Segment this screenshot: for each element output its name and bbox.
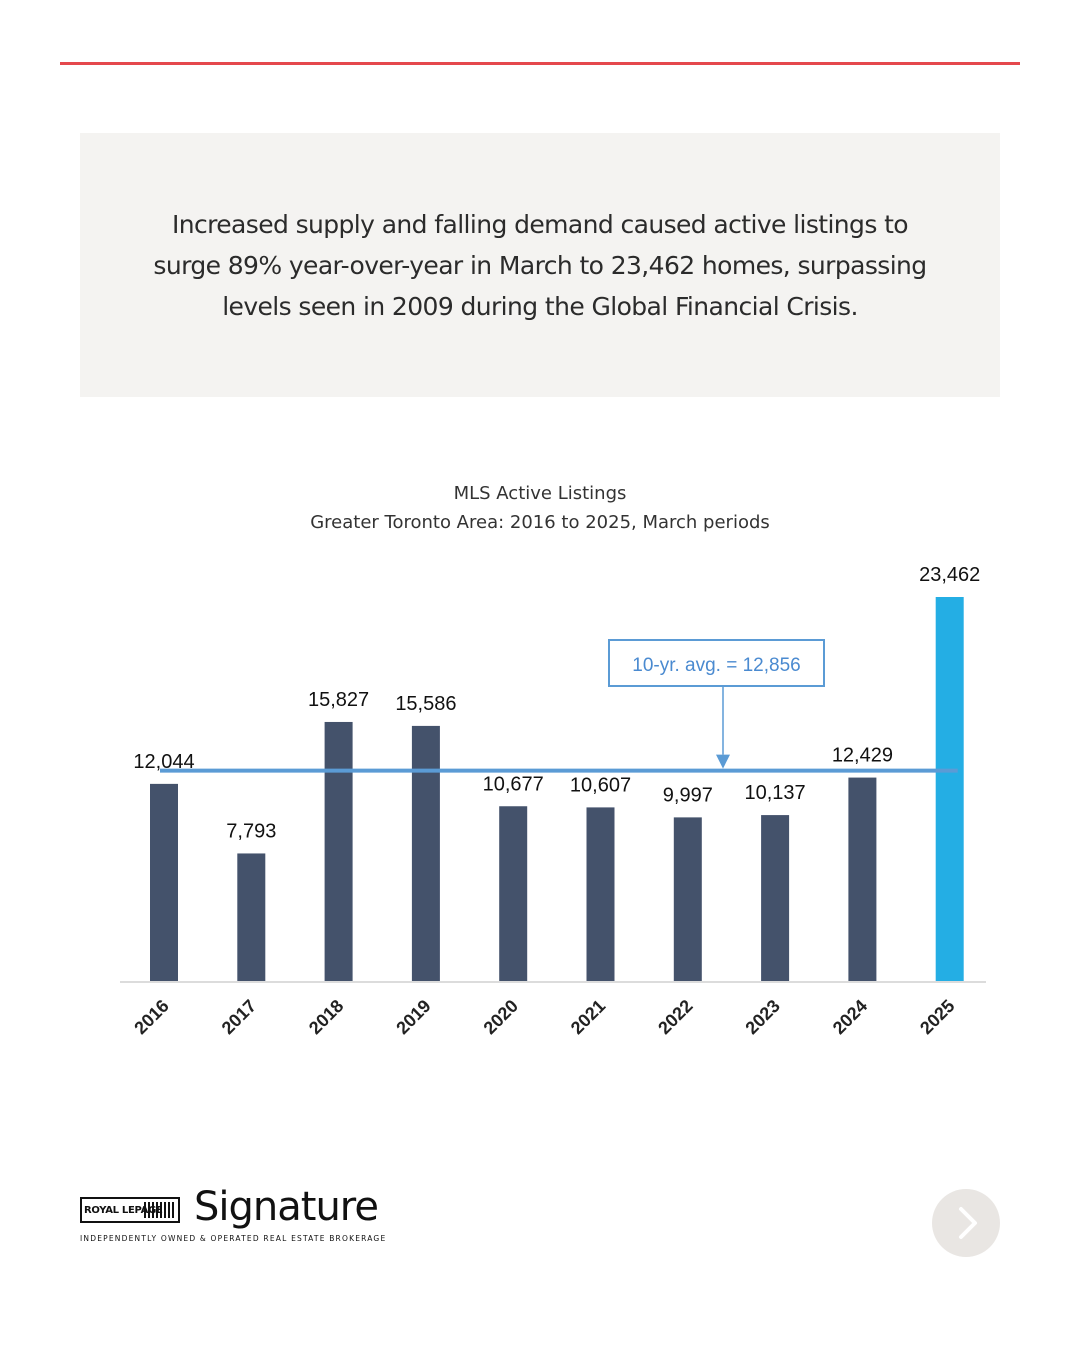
bar-value-label-2020: 10,677	[483, 773, 544, 795]
average-callout-label: 10-yr. avg. = 12,856	[632, 655, 800, 676]
intro-box: Increased supply and falling demand caus…	[80, 133, 1000, 397]
bar-value-label-2024: 12,429	[832, 745, 893, 767]
bar-value-label-2023: 10,137	[745, 782, 806, 804]
brand-logo: ROYAL LEPAGE Signature INDEPENDENTLY OWN…	[80, 1184, 420, 1252]
average-callout-arrowhead	[716, 754, 730, 769]
x-tick-label-2017: 2017	[218, 996, 260, 1038]
bar-2025	[935, 597, 964, 981]
x-tick-label-2021: 2021	[567, 996, 609, 1038]
x-tick-label-2023: 2023	[741, 996, 783, 1038]
royal-lepage-text: ROYAL LEPAGE	[84, 1204, 163, 1216]
x-tick-label-2022: 2022	[654, 996, 696, 1038]
x-tick-label-2019: 2019	[392, 996, 434, 1038]
bar-chart: 12,044 2016 7,793 2017 15,827 2018 15,586 2019 1…	[120, 564, 986, 1038]
bar-2022	[673, 817, 702, 981]
bar-value-label-2022: 9,997	[663, 784, 713, 806]
bar-2017	[237, 853, 266, 981]
signature-wordmark: Signature	[194, 1184, 379, 1230]
bar-value-label-2016: 12,044	[133, 751, 194, 773]
chart-subtitle: Greater Toronto Area: 2016 to 2025, Marc…	[310, 512, 770, 533]
x-tick-label-2016: 2016	[130, 996, 172, 1038]
bar-value-label-2018: 15,827	[308, 689, 369, 711]
bar-2023	[761, 815, 790, 981]
average-callout-box	[608, 639, 825, 687]
x-tick-label-2020: 2020	[480, 996, 522, 1038]
logo-stripes-icon	[144, 1202, 176, 1218]
bar-2019	[411, 725, 440, 981]
bar-value-label-2019: 15,586	[395, 693, 456, 715]
bar-2024	[848, 777, 877, 981]
chevron-right-icon	[959, 1207, 977, 1239]
bar-2021	[586, 807, 615, 981]
x-tick-label-2025: 2025	[916, 996, 958, 1038]
chart-title: MLS Active Listings	[453, 483, 627, 504]
x-tick-label-2024: 2024	[829, 996, 871, 1038]
bar-2016	[150, 783, 178, 981]
top-accent-rule	[60, 62, 1020, 65]
intro-text: Increased supply and falling demand caus…	[153, 209, 927, 321]
royal-lepage-mark: ROYAL LEPAGE	[80, 1197, 180, 1223]
x-tick-label-2018: 2018	[305, 996, 347, 1038]
brokerage-tagline: INDEPENDENTLY OWNED & OPERATED REAL ESTA…	[80, 1234, 387, 1243]
bar-2020	[499, 806, 528, 981]
bar-value-label-2021: 10,607	[570, 774, 631, 796]
bar-value-label-2017: 7,793	[226, 820, 276, 842]
bar-value-label-2025: 23,462	[919, 564, 980, 586]
bar-2018	[324, 721, 353, 981]
next-slide-button[interactable]	[932, 1189, 1000, 1257]
